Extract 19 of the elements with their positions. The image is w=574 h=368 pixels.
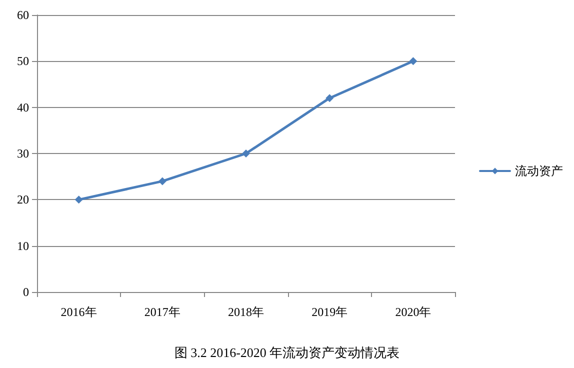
x-tick-label: 2019年 (312, 305, 348, 319)
point (74, 196, 83, 204)
y-tick-label: 10 (17, 238, 29, 253)
y-tick-label: 0 (23, 285, 29, 299)
y-tick-label: 30 (17, 146, 29, 160)
point (158, 177, 166, 186)
y-tick-label: 60 (17, 8, 29, 22)
point (409, 57, 418, 66)
y-tick-label: 50 (17, 54, 29, 68)
x-tick-label: 2020年 (395, 305, 432, 319)
point (242, 150, 250, 158)
x-tick-label: 2018年 (228, 305, 264, 319)
text: 图 3.2 2016-2020 年流动资产变动情况表 (174, 345, 400, 360)
x-tick-label: 2017年 (144, 305, 180, 319)
x-tick-label: 2016年 (60, 305, 97, 319)
y-tick-label: 20 (17, 192, 29, 207)
legend-label: 流动资产 (515, 164, 563, 178)
y-tick-label: 40 (17, 100, 29, 114)
point (326, 94, 334, 102)
